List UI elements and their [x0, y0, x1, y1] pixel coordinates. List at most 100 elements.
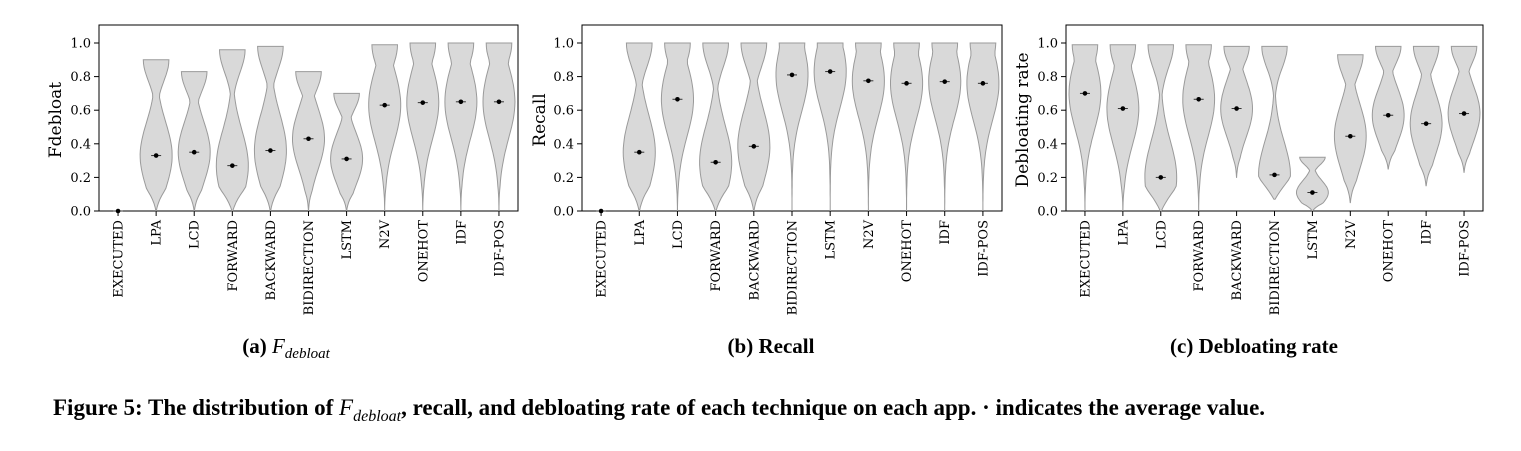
violin-forward	[1182, 44, 1216, 212]
x-tick-label: IDF	[454, 220, 469, 245]
x-tick-label: EXECUTED	[112, 220, 127, 298]
y-tick-label: 0.8	[1037, 70, 1058, 85]
x-tick-label: BACKWARD	[1230, 220, 1245, 300]
mean-dot-forward	[230, 163, 235, 168]
y-tick-label: 0.8	[553, 70, 574, 85]
x-tick-label: N2V	[378, 219, 393, 249]
violin-onehot	[406, 42, 440, 212]
violin-lcd	[1144, 44, 1178, 212]
violin-n2v	[368, 44, 402, 212]
x-tick-label: IDF	[1420, 220, 1435, 245]
violin-lpa	[622, 42, 656, 212]
mean-dot-idf-pos	[496, 99, 502, 105]
x-tick-label: N2V	[1344, 219, 1359, 249]
x-tick-label: BIDIRECTION	[1268, 220, 1283, 315]
x-tick-label: IDF-POS	[1458, 220, 1473, 277]
mean-dot-backward	[1234, 106, 1239, 111]
violin-bidirection	[775, 42, 809, 211]
x-tick-label: IDF-POS	[976, 220, 991, 277]
mean-dot-lstm	[1310, 190, 1315, 195]
violin-n2v	[851, 42, 885, 211]
x-tick-label: ONEHOT	[416, 220, 431, 283]
violin-lcd	[177, 71, 211, 212]
x-tick-label: ONEHOT	[900, 220, 915, 283]
x-tick-label: LSTM	[340, 220, 355, 260]
mean-dot-backward	[751, 144, 757, 149]
violin-bidirection	[292, 71, 325, 212]
mean-dot-idf-pos	[980, 81, 986, 86]
x-tick-label: ONEHOT	[1382, 220, 1397, 283]
violin-onehot	[1371, 45, 1405, 170]
mean-dot-executed	[1082, 91, 1088, 96]
chart-panel-2: 0.0 0.2 0.4 0.6 0.8 1.0 Recall EXECUTED LPA LCD FO…	[530, 24, 1003, 315]
x-tick-label: N2V	[862, 219, 877, 249]
violin-idf	[444, 42, 478, 212]
y-tick-label: 0.0	[1037, 205, 1058, 220]
x-tick-label: LCD	[1154, 220, 1169, 249]
y-tick-label: 1.0	[1037, 37, 1058, 52]
chart-panel-1: 0.0 0.2 0.4 0.6 0.8 1.0 Fdebloat EXECUTED LPA LCD…	[46, 24, 519, 315]
y-axis-label: Recall	[530, 93, 550, 146]
violin-backward	[253, 45, 287, 212]
x-tick-label: BACKWARD	[747, 220, 762, 300]
violin-lstm	[330, 92, 364, 212]
violin-lcd	[660, 42, 694, 212]
x-tick-label: LCD	[671, 220, 686, 249]
mean-dot-lcd	[675, 96, 680, 102]
mean-dot-n2v	[1348, 133, 1353, 139]
mean-dot-idf-pos	[1461, 111, 1467, 116]
y-tick-label: 0.6	[553, 104, 574, 119]
mean-dot-lstm	[827, 69, 833, 74]
violin-backward	[1220, 45, 1254, 178]
mean-dot-lcd	[1158, 175, 1164, 180]
mean-dot-lcd	[191, 149, 197, 155]
chart-panel-3: 0.0 0.2 0.4 0.6 0.8 1.0 Debloating rate EXECUTE…	[1013, 24, 1484, 315]
x-tick-label: EXECUTED	[1078, 220, 1093, 298]
x-tick-label: EXECUTED	[595, 220, 610, 298]
violin-n2v	[1333, 54, 1367, 204]
mean-dot-onehot	[904, 81, 909, 86]
mean-dot-lstm	[344, 156, 349, 162]
mean-dot-backward	[268, 148, 273, 153]
mean-dot-lpa	[153, 153, 159, 158]
y-tick-label: 0.4	[70, 137, 91, 152]
violin-forward	[215, 49, 249, 212]
x-tick-label: LPA	[633, 219, 648, 245]
mean-dot-lpa	[636, 149, 642, 155]
mean-dot-onehot	[1385, 112, 1391, 118]
x-tick-label: BIDIRECTION	[302, 220, 317, 315]
violin-lpa	[1106, 44, 1140, 212]
violin-idf-pos	[482, 42, 516, 212]
violin-idf-pos	[1447, 45, 1481, 173]
x-tick-label: LPA	[1116, 219, 1131, 245]
x-tick-label: LCD	[188, 220, 203, 249]
mean-dot-bidirection	[1272, 172, 1277, 178]
x-tick-label: LSTM	[1306, 220, 1321, 260]
x-tick-label: BACKWARD	[264, 220, 279, 300]
violin-onehot	[890, 42, 924, 212]
mean-dot-idf	[458, 99, 464, 105]
mean-dot-bidirection	[306, 136, 311, 142]
x-tick-label: FORWARD	[709, 220, 724, 292]
x-tick-label: IDF-POS	[492, 220, 507, 277]
mean-dot-forward	[713, 159, 718, 165]
y-tick-label: 0.0	[70, 205, 91, 220]
violin-forward	[699, 42, 733, 212]
subcaption-c: (c) Debloating rate	[1170, 334, 1338, 358]
mean-dot-idf	[942, 79, 948, 84]
y-tick-label: 1.0	[70, 37, 91, 52]
y-tick-label: 0.4	[1037, 137, 1058, 152]
y-tick-label: 0.2	[553, 171, 574, 186]
violin-lstm	[813, 42, 847, 211]
y-tick-label: 0.6	[70, 104, 91, 119]
y-tick-label: 0.0	[553, 205, 574, 220]
violin-executed	[1068, 44, 1102, 212]
x-tick-label: BIDIRECTION	[786, 220, 801, 315]
violin-idf	[1409, 45, 1443, 187]
violin-idf-pos	[966, 42, 1000, 211]
subcaption-b: (b) Recall	[727, 334, 815, 358]
y-tick-label: 0.8	[70, 70, 91, 85]
y-axis-label: Debloating rate	[1013, 52, 1033, 187]
mean-dot-n2v	[382, 102, 387, 108]
